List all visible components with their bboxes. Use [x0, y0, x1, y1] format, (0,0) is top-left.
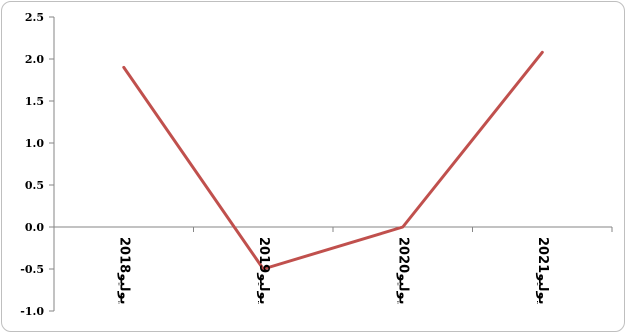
- series-line: [122, 50, 544, 271]
- series-lines: [122, 50, 544, 271]
- y-tick-label: 1.5: [25, 95, 44, 108]
- x-axis: [53, 226, 613, 232]
- x-category-label: يوليو2018: [116, 237, 131, 305]
- y-tick-label: -0.5: [20, 263, 44, 276]
- y-tick-label: 1.0: [25, 137, 44, 150]
- y-tick-label: 2.0: [25, 53, 44, 66]
- y-tick-label: 0.0: [25, 221, 44, 234]
- x-category-label: يوليو2019: [256, 237, 271, 305]
- y-tick-label: -1.0: [20, 305, 44, 318]
- y-axis: 2.5 2.0 1.5 1.0 0.5 0.0 -0.5 -1.0: [20, 11, 55, 318]
- y-tick-label: 0.5: [25, 179, 44, 192]
- x-category-label: يوليو2021: [535, 237, 550, 305]
- y-tick-label: 2.5: [25, 11, 44, 24]
- x-category-label: يوليو2020: [395, 237, 410, 305]
- category-labels: يوليو2018 يوليو2019 يوليو2020 يوليو2021: [116, 237, 550, 305]
